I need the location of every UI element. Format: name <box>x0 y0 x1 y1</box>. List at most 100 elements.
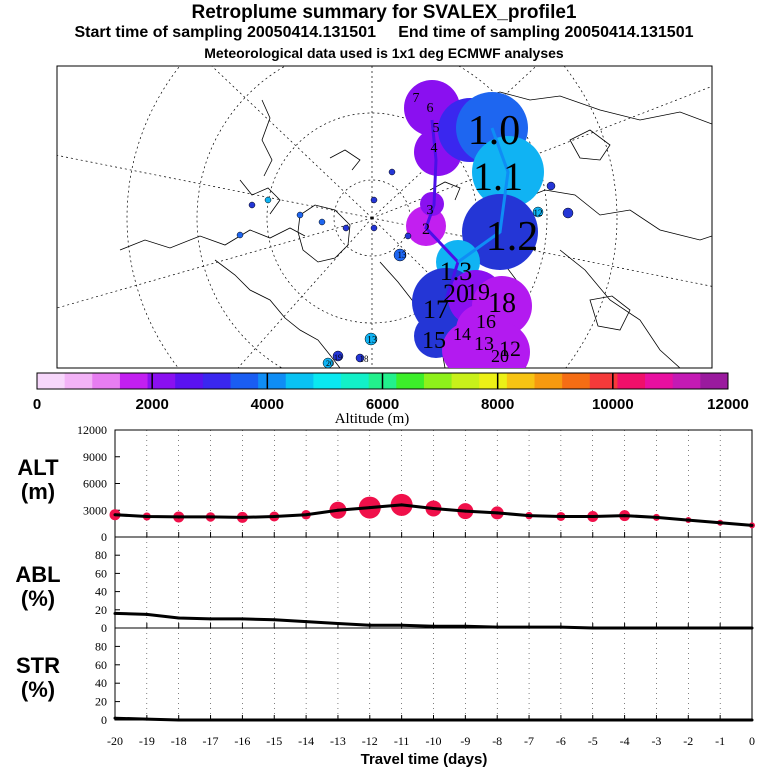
colorbar-cell <box>562 373 591 389</box>
data-point <box>304 718 308 722</box>
data-point <box>527 514 531 518</box>
colorbar-tick-label: 0 <box>33 396 41 413</box>
data-point <box>432 718 435 722</box>
panel-str: 0 20 40 60 80 STR(%) <box>16 627 754 727</box>
data-point <box>654 515 658 519</box>
plume-label: 2 <box>422 221 430 238</box>
colorbar-cell <box>534 373 563 389</box>
plume-dot <box>546 181 556 191</box>
data-point <box>527 718 531 722</box>
colorbar-cell <box>672 373 701 389</box>
plume-dot <box>342 224 350 232</box>
data-point <box>463 624 467 628</box>
data-point <box>145 514 149 518</box>
x-tick-label: -7 <box>524 734 534 748</box>
plume-label: 19 <box>334 353 342 362</box>
colorbar-cell <box>313 373 342 389</box>
colorbar-tick-label: 10000 <box>592 396 634 413</box>
colorbar-cell <box>147 373 176 389</box>
colorbar-tick-label: 4000 <box>251 396 284 413</box>
x-tick-label: -6 <box>556 734 566 748</box>
data-point <box>432 506 435 510</box>
y-tick-label: 60 <box>95 566 107 580</box>
data-point <box>209 718 213 722</box>
y-tick-label: 40 <box>95 676 107 690</box>
colorbar-cell <box>64 373 93 389</box>
colorbar-cell <box>202 373 231 389</box>
plume-dot <box>355 353 365 363</box>
plume-dot <box>332 350 344 362</box>
colorbar-label: Altitude (m) <box>335 411 410 427</box>
plume-dot <box>236 231 244 239</box>
plume-label: 3 <box>427 203 434 218</box>
data-point <box>336 508 340 512</box>
plume-label: 20 <box>491 346 509 366</box>
plume-dot <box>264 196 272 204</box>
data-point <box>718 521 722 525</box>
x-tick-label: -19 <box>139 734 155 748</box>
plume-label: 1.2 <box>486 214 539 260</box>
x-tick-label: -4 <box>620 734 630 748</box>
colorbar-cell <box>700 373 729 389</box>
data-point <box>368 718 372 722</box>
plume-circle <box>420 192 444 216</box>
data-point <box>272 514 276 518</box>
data-point <box>463 718 467 722</box>
data-point <box>336 621 340 625</box>
plume-dot <box>562 207 574 219</box>
plume-label: 16 <box>476 311 496 333</box>
data-point <box>113 611 117 615</box>
data-point <box>750 523 754 527</box>
colorbar-cell <box>617 373 646 389</box>
x-tick-label: -12 <box>362 734 378 748</box>
x-tick-label: -11 <box>394 734 410 748</box>
colorbar-cell <box>119 373 149 389</box>
data-point <box>559 514 563 518</box>
colorbar-tick-label: 8000 <box>481 396 514 413</box>
y-tick-label: 0 <box>101 530 107 544</box>
data-point <box>400 718 404 722</box>
data-point <box>209 515 213 519</box>
x-tick-label: -16 <box>234 734 250 748</box>
plume-dot <box>393 248 407 262</box>
data-point <box>495 511 499 515</box>
plume-label: 18 <box>360 354 370 364</box>
plume-dot <box>364 332 378 346</box>
colorbar-cell <box>258 373 287 389</box>
x-axis-label: Travel time (days) <box>361 751 488 768</box>
x-tick-label: 0 <box>749 734 755 748</box>
plume-label: 13 <box>474 333 494 355</box>
colorbar-cell <box>506 373 536 389</box>
data-point <box>463 509 467 513</box>
data-point <box>623 514 627 518</box>
x-tick-label: -13 <box>330 734 346 748</box>
data-point <box>495 718 499 722</box>
altitude-colorbar: 0 2000 4000 6000 8000 10000 12000 <box>33 372 749 413</box>
data-point <box>368 506 372 510</box>
colorbar-cell <box>396 373 425 389</box>
data-point <box>400 623 404 627</box>
data-point <box>145 612 149 616</box>
plume-dot <box>388 168 396 176</box>
y-tick-label: 40 <box>95 585 107 599</box>
colorbar-cell <box>92 373 121 389</box>
x-tick-label: -1 <box>715 734 725 748</box>
plume-label: 12 <box>534 208 543 218</box>
plume-label: 20 <box>326 359 334 368</box>
y-tick-label: 20 <box>95 603 107 617</box>
data-point <box>177 718 181 722</box>
x-tick-label: -2 <box>683 734 693 748</box>
panel-label: ALT <box>17 455 59 480</box>
x-tick-label: -14 <box>298 734 314 748</box>
plume-label: 15 <box>422 328 446 354</box>
panel-alt: 0 3000 6000 9000 12000 ALT(m) <box>17 423 755 544</box>
data-point <box>400 503 404 507</box>
plume-label: 20 <box>443 279 469 308</box>
data-point <box>750 718 754 722</box>
plume-label: 1.0 <box>468 108 521 154</box>
x-tick-label: -20 <box>107 734 123 748</box>
plume-circles <box>236 80 574 368</box>
plume-label: 19 <box>466 280 490 306</box>
